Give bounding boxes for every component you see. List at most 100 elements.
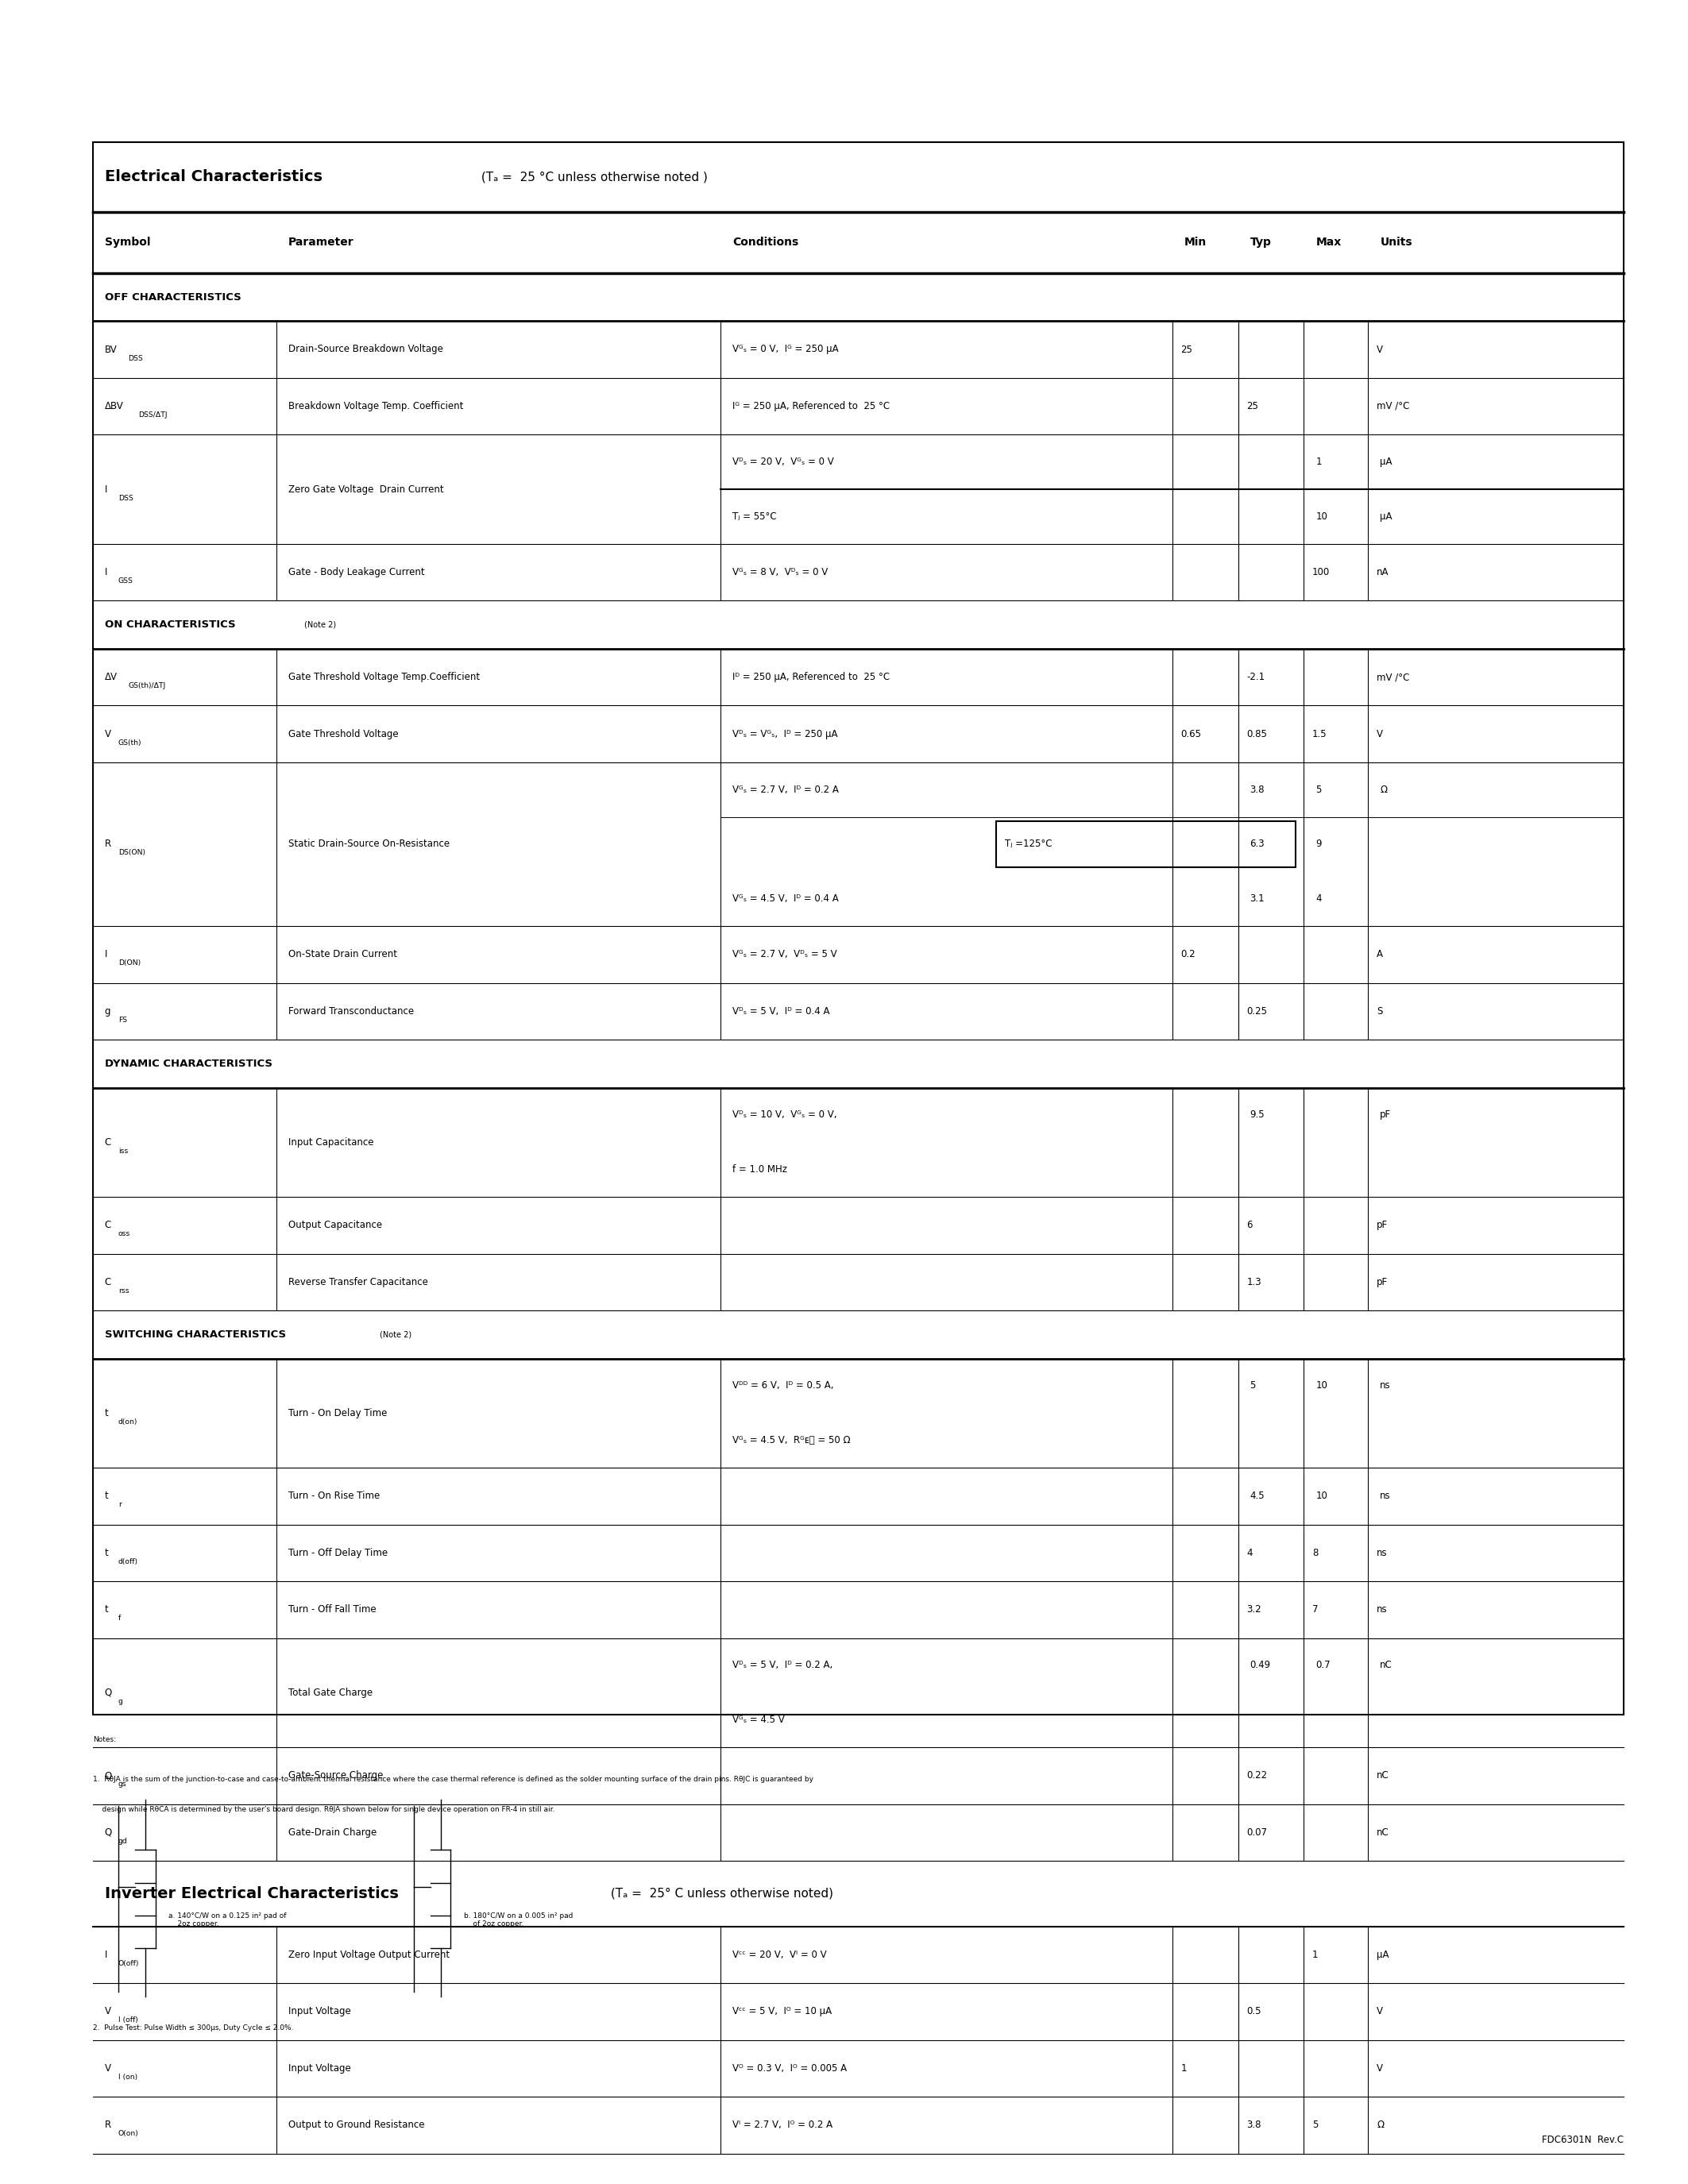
Text: r: r: [118, 1500, 122, 1509]
Text: t: t: [105, 1409, 108, 1417]
Text: oss: oss: [118, 1230, 130, 1238]
Text: 0.85: 0.85: [1246, 729, 1268, 738]
Text: Inverter Electrical Characteristics: Inverter Electrical Characteristics: [105, 1887, 398, 1900]
Text: d(on): d(on): [118, 1417, 137, 1426]
Text: Vᴰₛ = 10 V,  Vᴳₛ = 0 V,: Vᴰₛ = 10 V, Vᴳₛ = 0 V,: [733, 1109, 837, 1120]
Text: C: C: [105, 1221, 111, 1230]
Text: 0.5: 0.5: [1246, 2007, 1261, 2016]
Text: 0.7: 0.7: [1315, 1660, 1330, 1671]
Text: 0.2: 0.2: [1180, 950, 1195, 959]
Text: 0.22: 0.22: [1246, 1771, 1268, 1780]
Text: 0.25: 0.25: [1246, 1007, 1268, 1016]
Text: 0.65: 0.65: [1180, 729, 1202, 738]
Text: V: V: [1377, 729, 1382, 738]
Text: 5: 5: [1315, 784, 1322, 795]
Text: Vᴳₛ = 2.7 V,  Vᴰₛ = 5 V: Vᴳₛ = 2.7 V, Vᴰₛ = 5 V: [733, 950, 837, 959]
Text: GS(th)/ΔTJ: GS(th)/ΔTJ: [128, 681, 165, 690]
Text: (Note 2): (Note 2): [380, 1330, 412, 1339]
Text: 1.3: 1.3: [1246, 1278, 1261, 1286]
Text: ΔBV: ΔBV: [105, 402, 123, 411]
Text: R: R: [105, 839, 111, 850]
Text: FDC6301N  Rev.C: FDC6301N Rev.C: [1543, 2136, 1624, 2145]
Text: S: S: [1377, 1007, 1382, 1016]
Text: 10: 10: [1315, 1492, 1327, 1500]
Text: Static Drain-Source On-Resistance: Static Drain-Source On-Resistance: [289, 839, 449, 850]
Text: O(off): O(off): [118, 1959, 138, 1968]
Text: Vᴳₛ = 8 V,  Vᴰₛ = 0 V: Vᴳₛ = 8 V, Vᴰₛ = 0 V: [733, 568, 827, 577]
Text: Input Voltage: Input Voltage: [289, 2064, 351, 2073]
Text: Total Gate Charge: Total Gate Charge: [289, 1688, 373, 1697]
Text: Input Capacitance: Input Capacitance: [289, 1138, 373, 1147]
Text: pF: pF: [1377, 1221, 1388, 1230]
Text: 4.5: 4.5: [1249, 1492, 1264, 1500]
Text: Tⱼ = 55°C: Tⱼ = 55°C: [733, 511, 776, 522]
Text: V: V: [105, 2064, 111, 2073]
Text: gs: gs: [118, 1780, 127, 1789]
Text: Turn - On Rise Time: Turn - On Rise Time: [289, 1492, 380, 1500]
Text: V: V: [105, 729, 111, 738]
Text: 3.1: 3.1: [1249, 893, 1264, 904]
Text: 2.  Pulse Test: Pulse Width ≤ 300μs, Duty Cycle ≤ 2.0%.: 2. Pulse Test: Pulse Width ≤ 300μs, Duty…: [93, 2025, 294, 2031]
Text: design while RθCA is determined by the user’s board design. RθJA shown below for: design while RθCA is determined by the u…: [93, 1806, 555, 1813]
Bar: [996, 821, 1295, 867]
Text: gd: gd: [118, 1837, 128, 1845]
Text: Parameter: Parameter: [289, 236, 354, 249]
Text: SWITCHING CHARACTERISTICS: SWITCHING CHARACTERISTICS: [105, 1330, 285, 1339]
Text: 100: 100: [1312, 568, 1330, 577]
Text: b. 180°C/W on a 0.005 in² pad
    of 2oz copper.: b. 180°C/W on a 0.005 in² pad of 2oz cop…: [464, 1911, 574, 1928]
Text: Min: Min: [1183, 236, 1207, 249]
Text: C: C: [105, 1138, 111, 1147]
Text: Gate-Source Charge: Gate-Source Charge: [289, 1771, 383, 1780]
Text: D(ON): D(ON): [118, 959, 140, 968]
Text: Zero Input Voltage Output Current: Zero Input Voltage Output Current: [289, 1950, 449, 1959]
Text: mV /°C: mV /°C: [1377, 402, 1409, 411]
Text: t: t: [105, 1548, 108, 1557]
Text: Conditions: Conditions: [733, 236, 798, 249]
Text: g: g: [118, 1697, 123, 1706]
Text: 3.8: 3.8: [1246, 2121, 1261, 2129]
Text: I (on): I (on): [118, 2073, 137, 2081]
Text: Output to Ground Resistance: Output to Ground Resistance: [289, 2121, 425, 2129]
Text: 1.  RθJA is the sum of the junction-to-case and case-to-ambient thermal resistan: 1. RθJA is the sum of the junction-to-ca…: [93, 1776, 814, 1782]
Text: Ω: Ω: [1381, 784, 1388, 795]
Text: Electrical Characteristics: Electrical Characteristics: [105, 170, 322, 183]
Text: ns: ns: [1377, 1605, 1388, 1614]
Text: 5: 5: [1249, 1380, 1256, 1391]
Text: Q: Q: [105, 1688, 111, 1697]
Text: 25: 25: [1246, 402, 1258, 411]
Text: Turn - On Delay Time: Turn - On Delay Time: [289, 1409, 387, 1417]
Text: Vᴳₛ = 4.5 V: Vᴳₛ = 4.5 V: [733, 1714, 785, 1725]
Text: Vᴰᴰ = 6 V,  Iᴰ = 0.5 A,: Vᴰᴰ = 6 V, Iᴰ = 0.5 A,: [733, 1380, 834, 1391]
Text: C: C: [105, 1278, 111, 1286]
Text: Vᴳₛ = 4.5 V,  Iᴰ = 0.4 A: Vᴳₛ = 4.5 V, Iᴰ = 0.4 A: [733, 893, 839, 904]
Text: 1: 1: [1315, 456, 1322, 467]
Text: 8: 8: [1312, 1548, 1318, 1557]
Text: nA: nA: [1377, 568, 1389, 577]
Text: O(on): O(on): [118, 2129, 138, 2138]
Text: (Tₐ =  25 °C unless otherwise noted ): (Tₐ = 25 °C unless otherwise noted ): [478, 170, 707, 183]
Text: Max: Max: [1315, 236, 1342, 249]
Text: ns: ns: [1381, 1492, 1391, 1500]
Text: I (off): I (off): [118, 2016, 138, 2025]
Text: 0.49: 0.49: [1249, 1660, 1271, 1671]
Text: DSS/ΔTJ: DSS/ΔTJ: [138, 411, 167, 419]
Text: nC: nC: [1381, 1660, 1393, 1671]
Text: -2.1: -2.1: [1246, 673, 1264, 681]
Text: Vᴰₛ = 5 V,  Iᴰ = 0.2 A,: Vᴰₛ = 5 V, Iᴰ = 0.2 A,: [733, 1660, 832, 1671]
Text: Vᴼ = 0.3 V,  Iᴼ = 0.005 A: Vᴼ = 0.3 V, Iᴼ = 0.005 A: [733, 2064, 847, 2073]
Text: GSS: GSS: [118, 577, 133, 585]
Bar: [93, 142, 1624, 1714]
Text: 4: 4: [1246, 1548, 1252, 1557]
Text: Q: Q: [105, 1771, 111, 1780]
Text: iss: iss: [118, 1147, 128, 1155]
Text: 3.2: 3.2: [1246, 1605, 1261, 1614]
Text: I: I: [105, 485, 108, 494]
Text: ns: ns: [1381, 1380, 1391, 1391]
Text: Q: Q: [105, 1828, 111, 1837]
Text: Gate Threshold Voltage: Gate Threshold Voltage: [289, 729, 398, 738]
Text: Gate Threshold Voltage Temp.Coefficient: Gate Threshold Voltage Temp.Coefficient: [289, 673, 479, 681]
Text: 9: 9: [1315, 839, 1322, 850]
Text: Drain-Source Breakdown Voltage: Drain-Source Breakdown Voltage: [289, 345, 444, 354]
Text: Vᴰₛ = Vᴳₛ,  Iᴰ = 250 μA: Vᴰₛ = Vᴳₛ, Iᴰ = 250 μA: [733, 729, 837, 738]
Text: (Tₐ =  25° C unless otherwise noted): (Tₐ = 25° C unless otherwise noted): [608, 1887, 834, 1900]
